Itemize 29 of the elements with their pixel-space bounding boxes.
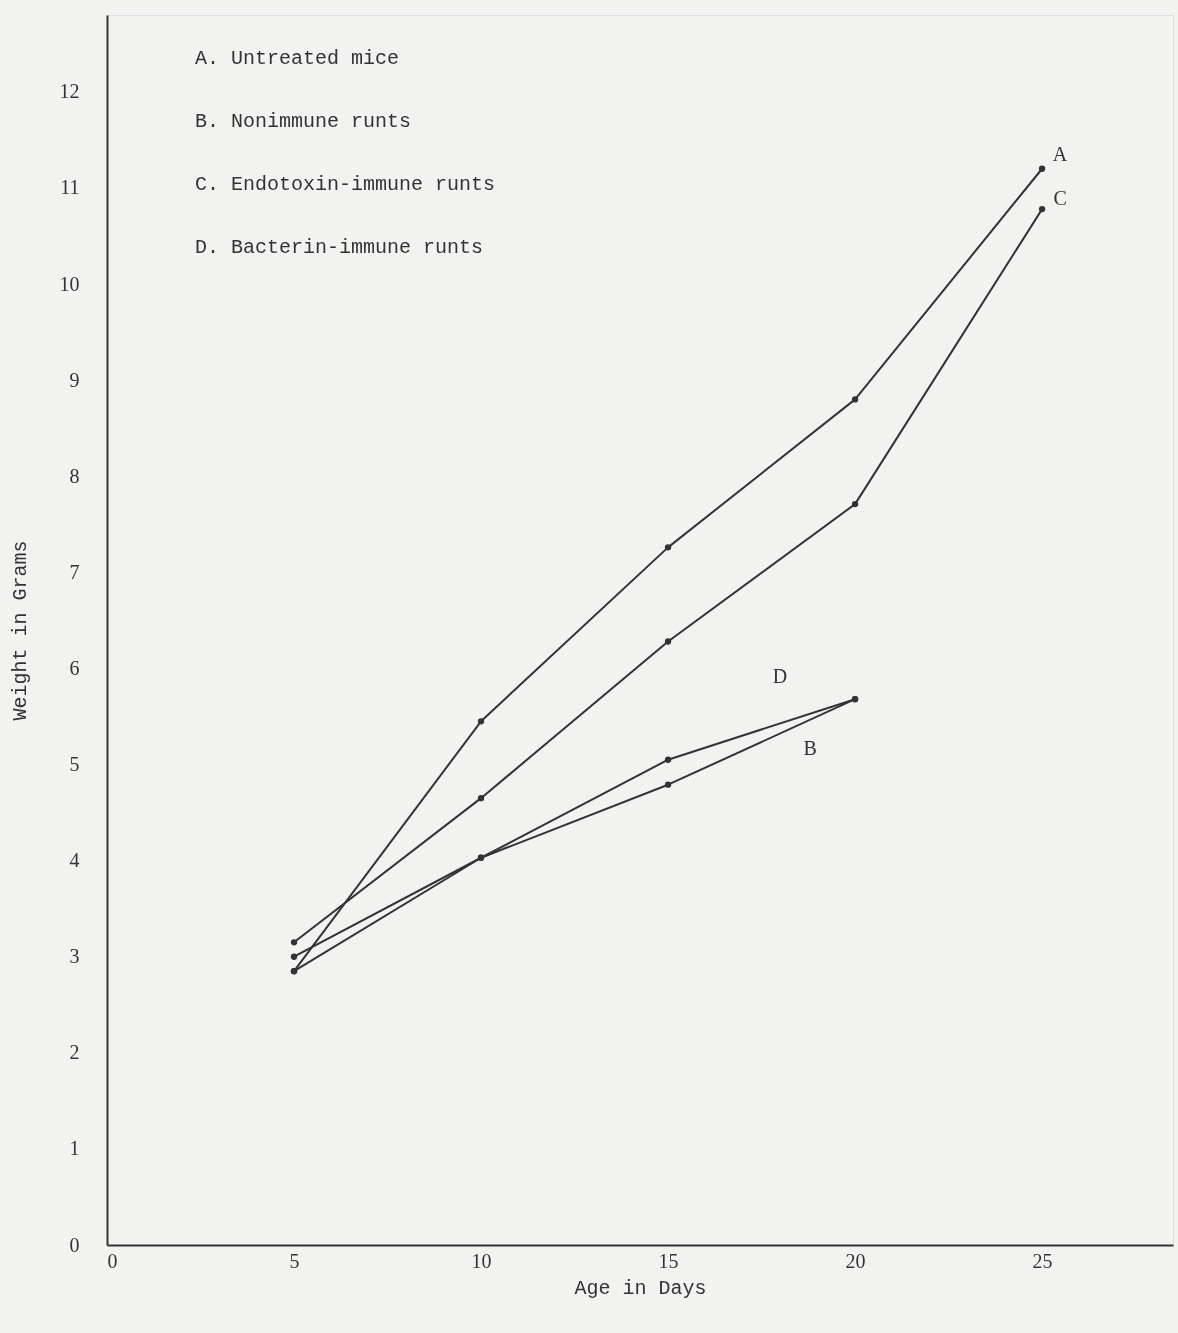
series-label: B <box>803 737 817 760</box>
y-tick-label: 10 <box>59 272 80 295</box>
x-tick-label: 20 <box>845 1249 866 1272</box>
x-axis-title: Age in Days <box>574 1276 707 1300</box>
y-tick-label: 9 <box>69 368 80 391</box>
y-tick-label: 8 <box>69 464 80 487</box>
y-axis-title: Weight in Grams <box>8 540 32 721</box>
annotation: B. Nonimmune runts <box>195 110 412 133</box>
y-tick-label: 2 <box>69 1041 80 1064</box>
y-tick-label: 4 <box>69 849 80 872</box>
y-tick-label: 3 <box>69 945 80 968</box>
y-tick-label: 1 <box>69 1137 80 1160</box>
x-tick-label: 10 <box>471 1249 492 1272</box>
y-tick-label: 11 <box>60 176 80 199</box>
x-tick-label: 0 <box>107 1249 118 1272</box>
x-tick-label: 25 <box>1032 1249 1053 1272</box>
x-tick-label: 15 <box>658 1249 679 1272</box>
y-tick-label: 12 <box>59 80 80 103</box>
series-label: A <box>1052 142 1068 165</box>
annotation: D. Bacterin-immune runts <box>195 236 484 259</box>
y-tick-label: 6 <box>69 656 80 679</box>
annotation: A. Untreated mice <box>195 47 400 70</box>
annotation: C. Endotoxin-immune runts <box>195 173 496 196</box>
y-tick-label: 7 <box>69 560 80 583</box>
y-tick-label: 0 <box>69 1233 80 1256</box>
series-label: D <box>772 665 788 688</box>
y-tick-label: 5 <box>69 753 80 776</box>
x-tick-label: 5 <box>289 1249 300 1272</box>
series-label: C <box>1053 187 1067 210</box>
